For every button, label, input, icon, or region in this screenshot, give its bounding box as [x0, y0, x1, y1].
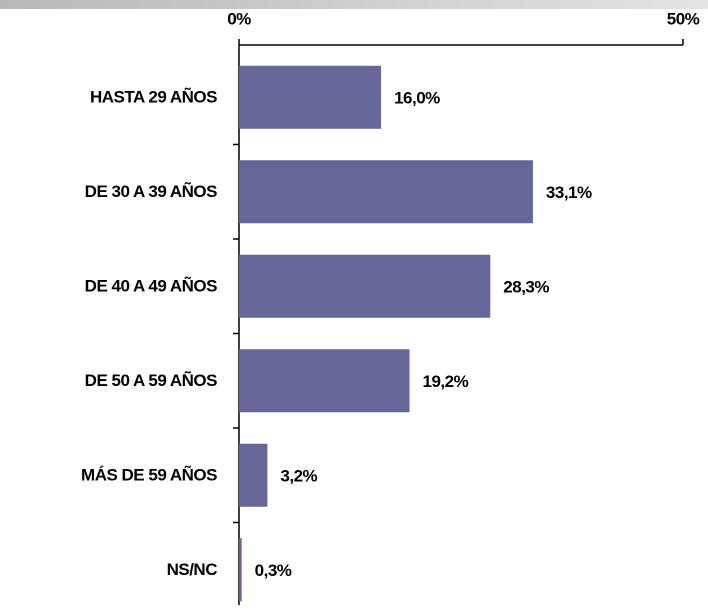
x-tick-label: 50%	[667, 9, 700, 28]
y-tick-label: DE 30 A 39 AÑOS	[85, 181, 217, 201]
value-label: 28,3%	[503, 278, 549, 297]
bar	[239, 349, 410, 413]
value-label: 0,3%	[255, 561, 292, 580]
value-label: 33,1%	[546, 183, 592, 202]
y-tick-label: DE 40 A 49 AÑOS	[85, 276, 217, 296]
y-tick-label: HASTA 29 AÑOS	[90, 87, 217, 107]
bar	[239, 254, 491, 318]
value-label: 3,2%	[280, 467, 317, 486]
bar	[239, 65, 382, 129]
bar	[239, 160, 533, 224]
y-tick-label: NS/NC	[167, 560, 218, 579]
bar	[239, 538, 242, 602]
value-label: 19,2%	[422, 372, 468, 391]
y-tick-label: DE 50 A 59 AÑOS	[85, 370, 217, 390]
x-tick-label: 0%	[227, 9, 251, 28]
y-tick-label: MÁS DE 59 AÑOS	[81, 465, 217, 485]
top-strip	[0, 0, 708, 9]
value-label: 16,0%	[394, 89, 440, 108]
bar	[239, 443, 268, 507]
